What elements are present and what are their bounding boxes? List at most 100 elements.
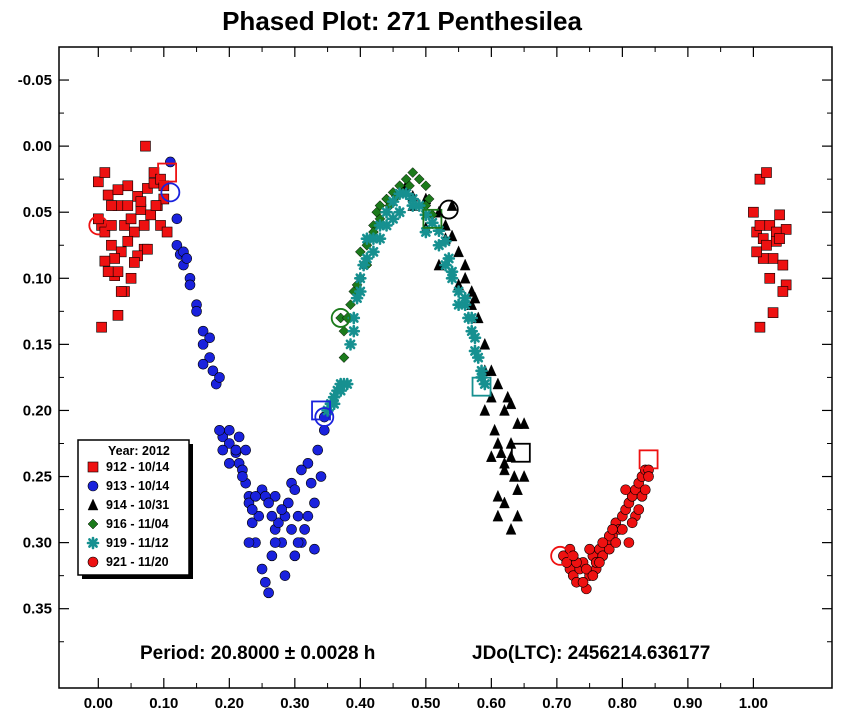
data-point-series-1: [263, 587, 274, 599]
data-point-series-4: [334, 384, 347, 397]
data-point-series-0: [161, 226, 173, 238]
data-point-series-0: [767, 307, 779, 318]
data-point-series-2: [518, 417, 530, 429]
data-point-series-3: [420, 180, 432, 192]
data-point-series-4: [465, 324, 479, 338]
data-point-series-1: [246, 504, 258, 515]
data-point-series-0: [96, 321, 107, 333]
data-point-series-0: [125, 213, 137, 225]
data-point-series-4: [439, 258, 452, 272]
data-point-series-0: [150, 200, 162, 211]
data-point-series-0: [748, 206, 759, 218]
data-point-series-2: [492, 509, 504, 522]
highlight-markers: [88, 162, 659, 566]
data-point-series-0: [119, 220, 130, 231]
legend-label-5: 921 - 11/20: [106, 555, 169, 569]
data-point-series-4: [458, 291, 472, 305]
data-point-series-4: [452, 285, 465, 298]
data-point-series-0: [99, 255, 111, 267]
x-tick-label: 0.00: [84, 695, 113, 712]
data-point-series-2: [479, 403, 491, 416]
axis-ticks: 0.00 0.10 0.20 0.30 0.40 0.50 0.60 0.70 0.80 0.90…: [18, 47, 832, 712]
data-point-series-0: [754, 220, 766, 231]
data-point-series-4: [419, 208, 433, 222]
data-point-series-1: [266, 550, 278, 562]
data-point-series-1: [256, 563, 268, 575]
data-point-series-1: [243, 537, 255, 548]
y-tick-label: 0.15: [23, 336, 52, 353]
y-tick-label: 0.25: [23, 469, 52, 486]
data-point-series-0: [145, 209, 157, 221]
highlight-square-marker: [638, 449, 659, 470]
data-point-series-2: [512, 417, 523, 429]
data-point-series-1: [273, 517, 284, 529]
data-point-series-4: [360, 232, 374, 245]
data-point-series-0: [754, 321, 766, 333]
data-point-series-4: [419, 225, 433, 239]
data-point-series-1: [309, 543, 320, 555]
data-point-series-0: [780, 224, 792, 235]
data-point-series-1: [214, 424, 225, 436]
data-point-series-2: [479, 337, 491, 350]
highlight-square-marker: [510, 442, 531, 463]
data-point-series-0: [142, 243, 153, 255]
data-point-series-1: [282, 497, 294, 509]
data-point-series-4: [406, 199, 420, 212]
data-point-series-2: [486, 390, 497, 403]
data-point-series-0: [112, 309, 124, 321]
data-point-series-0: [761, 167, 772, 178]
data-point-series-1: [286, 524, 297, 535]
data-point-series-2: [469, 291, 481, 304]
data-point-series-5: [643, 471, 654, 482]
highlight-circle-marker: [160, 182, 181, 203]
data-point-series-4: [350, 291, 364, 305]
data-point-series-4: [393, 205, 406, 219]
data-point-series-4: [373, 219, 387, 232]
data-point-series-5: [594, 557, 605, 568]
data-point-series-2: [502, 390, 514, 403]
data-point-series-0: [754, 173, 766, 185]
data-point-series-4: [432, 224, 446, 238]
data-point-series-5: [597, 537, 609, 548]
data-point-series-2: [499, 403, 510, 416]
highlight-circle-marker: [550, 545, 571, 566]
data-point-series-1: [217, 444, 229, 456]
data-point-series-4: [367, 245, 380, 259]
data-point-series-3: [354, 246, 366, 258]
data-point-series-2: [499, 456, 510, 469]
data-point-series-1: [204, 352, 215, 363]
data-point-series-5: [584, 543, 595, 555]
highlight-circle-marker: [88, 215, 109, 236]
data-point-series-2: [512, 509, 523, 522]
data-point-series-3: [338, 352, 350, 363]
data-point-series-1: [184, 279, 196, 291]
data-point-series-2: [495, 446, 507, 458]
legend-label-3: 916 - 11/04: [106, 517, 169, 531]
data-point-series-4: [386, 212, 400, 226]
data-point-series-1: [171, 213, 183, 225]
highlight-square-marker: [157, 162, 177, 183]
data-point-series-1: [240, 444, 251, 456]
data-point-series-0: [761, 239, 772, 251]
data-point-series-0: [751, 246, 762, 258]
y-tick-label: -0.05: [18, 72, 52, 89]
data-point-series-2: [492, 489, 504, 502]
legend-label-1: 913 - 10/14: [106, 479, 169, 493]
data-point-series-2: [486, 364, 497, 377]
x-tick-label: 1.00: [739, 695, 768, 712]
data-point-series-2: [508, 470, 520, 482]
data-point-series-0: [106, 239, 117, 251]
data-point-series-1: [197, 358, 209, 370]
data-point-series-1: [260, 576, 271, 588]
data-point-series-4: [432, 238, 446, 252]
data-point-series-1: [224, 458, 235, 469]
data-point-series-0: [774, 209, 785, 221]
data-point-series-1: [302, 458, 314, 469]
data-point-series-1: [224, 424, 235, 436]
data-point-series-0: [115, 246, 127, 258]
data-point-series-4: [354, 271, 367, 285]
legend-label-2: 914 - 10/31: [106, 498, 169, 512]
data-point-series-0: [102, 266, 114, 277]
x-tick-label: 0.80: [608, 695, 637, 712]
